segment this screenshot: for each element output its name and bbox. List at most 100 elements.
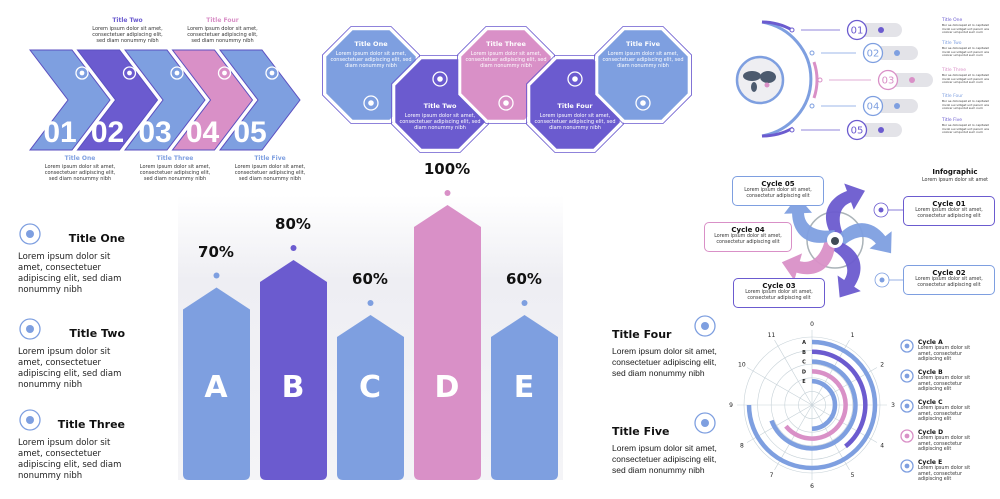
world-item-title: Title Two — [942, 41, 962, 46]
cycle-item-text: Lorem ipsum dolor sit amet, consectetur … — [744, 188, 812, 199]
world-item-number: 04 — [867, 102, 880, 113]
step-number: 04 — [186, 116, 220, 149]
cycle-box-3: Cycle 03 Lorem ipsum dolor sit amet, cons… — [733, 278, 825, 308]
cycle-arrow-1 — [826, 183, 865, 240]
radial-bar-B — [811, 349, 868, 449]
bar-dot — [367, 300, 374, 306]
step-text: Lorem ipsum dolor sit amet, consectetuer… — [44, 164, 116, 182]
list-text: Lorem ipsum dolor sit amet, consectetuer… — [612, 443, 717, 475]
list-text: Lorem ipsum dolor sit amet, consectetuer… — [18, 347, 122, 390]
cycle-box-1: Cycle 01 Lorem ipsum dolor sit amet, cons… — [903, 196, 995, 226]
chevron-step-3: 03 — [123, 49, 206, 151]
world-item-number: 01 — [851, 26, 864, 37]
world-item-number: 05 — [851, 126, 864, 137]
people-network-icon — [19, 318, 41, 340]
angle-label: 0 — [810, 321, 814, 328]
radial-category-label: A — [802, 340, 806, 346]
step-title: Title Three — [156, 155, 194, 162]
heads-icon — [567, 71, 583, 87]
cycle-box-5: Cycle 05 Lorem ipsum dolor sit amet, cons… — [732, 176, 824, 206]
list-title: Title Two — [69, 327, 125, 340]
legend-title: Cycle D — [918, 429, 944, 436]
world-item-text: Bor se dolorepat et ro capitalet mvoli s… — [942, 46, 989, 57]
bar-chart-icon — [694, 412, 716, 434]
octagon-text: Lorem ipsum dolor sit amet, consectetuer… — [399, 113, 481, 131]
angle-label: 2 — [880, 362, 884, 369]
list-text: Lorem ipsum dolor sit amet, consectetuer… — [18, 438, 122, 481]
world-item-5: 05 — [789, 119, 902, 141]
angle-label: 8 — [740, 443, 744, 450]
cycle-item-title: Cycle 05 — [761, 180, 795, 188]
radial-category-label: D — [802, 369, 806, 375]
magnifier-icon — [900, 429, 914, 443]
stopwatch-icon — [19, 223, 41, 245]
cycle-item-text: Lorem ipsum dolor sit amet, consectetur … — [745, 290, 813, 301]
octagon-text: Lorem ipsum dolor sit amet, consectetuer… — [465, 51, 547, 69]
world-item-icon — [878, 27, 884, 33]
radial-gridline — [774, 339, 813, 406]
radial-category-label: B — [802, 350, 806, 356]
bar-mark — [414, 205, 481, 480]
step-title: Title Four — [206, 17, 239, 24]
bar-mark — [491, 315, 558, 480]
radial-category-label: E — [802, 379, 806, 385]
step-title: Title One — [64, 155, 96, 162]
cycle-arrow-4 — [781, 237, 836, 281]
radial-bar-E — [811, 378, 838, 432]
bar-dot — [213, 272, 220, 279]
legend-title: Cycle E — [918, 459, 943, 466]
chevron-step-5: 05 — [218, 49, 301, 151]
legend-text: Lorem ipsum dolor sit amet, consectetur … — [918, 436, 971, 452]
world-item-text: Bor se dolorepat et ro capitalet mvoli s… — [942, 23, 989, 34]
arc — [761, 20, 813, 138]
legend-text: Lorem ipsum dolor sit amet, consectetur … — [918, 466, 971, 482]
bar-chart-icon — [498, 95, 514, 111]
bar-mark — [183, 287, 250, 480]
step-text: Lorem ipsum dolor sit amet, consectetuer… — [139, 164, 211, 182]
cycle-subtitle: Lorem ipsum dolor sit amet — [921, 178, 989, 183]
octagon-title: Title Two — [423, 102, 457, 110]
cycle-arrow-2 — [835, 223, 892, 254]
angle-label: 5 — [851, 472, 855, 479]
radial-bar-C — [769, 359, 858, 451]
cycle-item-title: Cycle 01 — [932, 200, 966, 208]
stopwatch-icon — [75, 66, 89, 80]
legend-text: Lorem ipsum dolor sit amet, consectetur … — [918, 346, 971, 362]
heads-icon — [694, 315, 716, 337]
angle-label: 1 — [851, 332, 855, 339]
step-number: 03 — [138, 116, 171, 149]
list-text: Lorem ipsum dolor sit amet, consectetuer… — [18, 252, 122, 295]
octagon-text: Lorem ipsum dolor sit amet, consectetuer… — [534, 113, 616, 131]
angle-label: 7 — [770, 472, 774, 479]
dollar-cycle-icon — [265, 66, 279, 80]
people-network-icon — [122, 66, 137, 80]
radial-bar-D — [784, 369, 848, 441]
legend-title: Cycle A — [918, 339, 943, 346]
world-item-title: Title Five — [942, 118, 963, 123]
world-item-title: Title One — [942, 18, 963, 23]
cycle-arrow-5 — [784, 196, 835, 243]
bar-value-label: 60% — [506, 270, 542, 288]
bar-B — [255, 195, 332, 480]
cycle-box-2: Cycle 02 Lorem ipsum dolor sit amet, cons… — [903, 265, 995, 295]
arc-segment — [812, 61, 819, 99]
world-item-4: 04 — [809, 95, 918, 117]
bar-C — [332, 195, 409, 480]
world-item-number: 03 — [882, 76, 895, 87]
list-title: Title One — [68, 232, 125, 245]
bar-dot — [290, 245, 297, 251]
bar-chart-icon — [217, 66, 232, 80]
step-number: 01 — [43, 116, 76, 149]
bar-mark — [337, 315, 404, 480]
bar-category-label: C — [358, 370, 382, 405]
legend-text: Lorem ipsum dolor sit amet, consectetur … — [918, 376, 971, 392]
angle-label: 11 — [768, 332, 776, 339]
bar-E — [486, 195, 563, 480]
octagon-5 — [594, 26, 692, 124]
angle-label: 4 — [880, 443, 884, 450]
handshake-icon — [900, 369, 914, 383]
bar-category-label: B — [281, 370, 305, 405]
legend-title: Cycle B — [918, 369, 943, 376]
bar-category-label: A — [204, 370, 228, 405]
